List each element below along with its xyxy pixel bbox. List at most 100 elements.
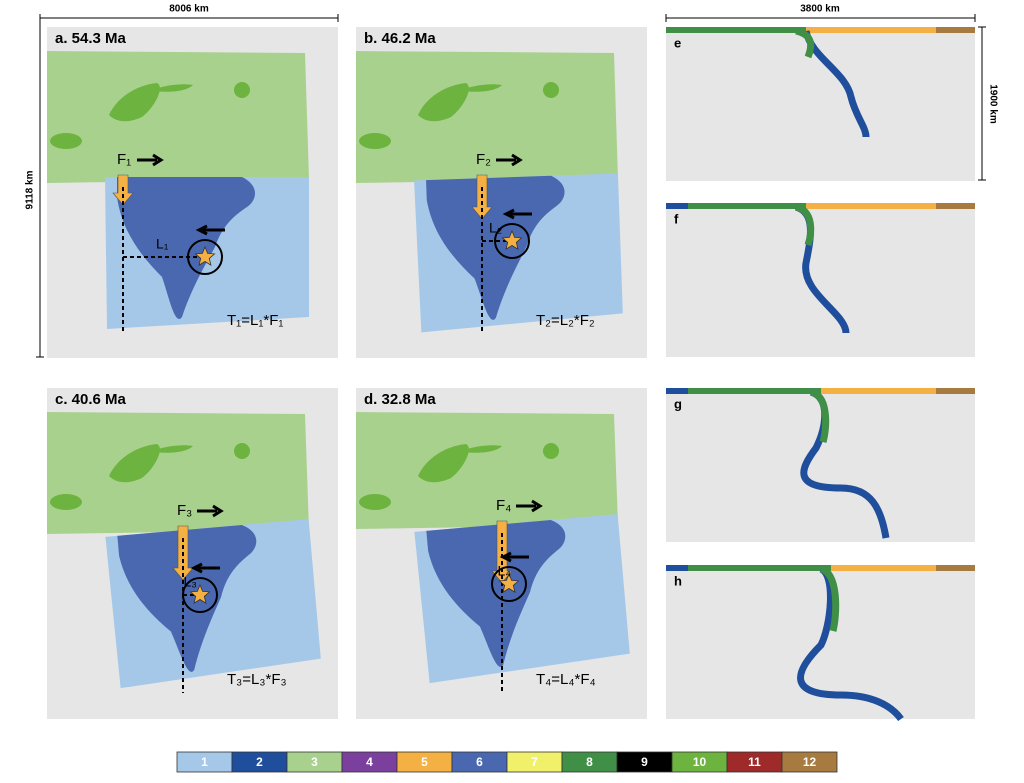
slab-top xyxy=(819,565,840,632)
panel-label: c. 40.6 Ma xyxy=(55,391,127,408)
layer xyxy=(688,388,821,394)
scale-label: 1900 km xyxy=(987,84,998,124)
arm-label: L₂ xyxy=(489,220,502,236)
rotation-circle xyxy=(494,223,530,259)
island xyxy=(359,494,391,510)
colorbar-label: 12 xyxy=(803,755,817,769)
south-plate xyxy=(414,173,623,333)
layer xyxy=(936,27,975,33)
force-label: F₂ xyxy=(476,151,491,168)
island xyxy=(359,133,391,149)
colorbar-label: 2 xyxy=(256,755,263,769)
layer xyxy=(806,27,936,33)
panel-label: b. 46.2 Ma xyxy=(364,30,436,47)
island xyxy=(464,84,502,92)
slab-top xyxy=(794,203,815,247)
panel-label: a. 54.3 Ma xyxy=(55,30,127,47)
section-panel: h xyxy=(666,565,975,722)
star xyxy=(189,583,211,604)
layer xyxy=(936,388,975,394)
section-panel: f xyxy=(666,203,975,357)
continent xyxy=(426,175,565,320)
star xyxy=(194,245,216,266)
colorbar-label: 10 xyxy=(693,755,707,769)
colorbar-label: 6 xyxy=(476,755,483,769)
rotation-arrow xyxy=(190,562,220,574)
slab xyxy=(802,30,870,138)
north-plate xyxy=(356,412,618,529)
continent xyxy=(117,177,256,319)
rotation-arrow xyxy=(195,224,225,236)
map-panel: a. 54.3 Ma F₁ L₁ T₁=L₁*F₁ xyxy=(47,27,338,358)
island xyxy=(418,83,469,122)
rotation-circle xyxy=(491,566,527,602)
colorbar-label: 4 xyxy=(366,755,373,769)
layer xyxy=(936,565,975,571)
north-plate xyxy=(47,51,309,183)
layer xyxy=(688,565,831,571)
colorbar-label: 1 xyxy=(201,755,208,769)
panel-label: h xyxy=(674,573,682,588)
island xyxy=(50,494,82,510)
island xyxy=(50,133,82,149)
colorbar-cell xyxy=(781,751,838,773)
island xyxy=(543,443,559,459)
arm-label: L₄ xyxy=(498,563,512,579)
island xyxy=(418,444,469,483)
panel-background xyxy=(666,27,975,181)
island xyxy=(109,83,160,122)
island xyxy=(155,445,193,453)
torque-label: T₁=L₁*F₁ xyxy=(227,312,283,329)
island xyxy=(234,443,250,459)
colorbar-label: 7 xyxy=(531,755,538,769)
continent xyxy=(117,524,257,672)
south-plate xyxy=(414,514,630,684)
layer xyxy=(806,203,936,209)
rotation-circle xyxy=(182,577,218,613)
scale-label: 8006 km xyxy=(169,4,209,15)
torque-label: T₄=L₄*F₄ xyxy=(536,671,596,688)
arm-label: L₁ xyxy=(156,236,169,252)
colorbar-label: 5 xyxy=(421,755,428,769)
colorbar-label: 9 xyxy=(641,755,648,769)
layer xyxy=(688,203,806,209)
force-label: F₁ xyxy=(117,151,131,168)
scale-bars xyxy=(36,14,986,358)
panel-label: g xyxy=(674,396,682,411)
map-panel: b. 46.2 Ma F₂ L₂ T₂=L₂*F₂ xyxy=(356,27,647,358)
panel-label: f xyxy=(674,211,679,226)
torque-label: T₂=L₂*F₂ xyxy=(536,312,595,329)
layer xyxy=(936,203,975,209)
rotation-circle xyxy=(187,239,223,275)
section-panel: e xyxy=(666,27,975,181)
layer xyxy=(821,388,936,394)
motion-arrow xyxy=(197,504,224,518)
slab-top xyxy=(809,388,830,443)
star xyxy=(498,572,520,593)
panel-background xyxy=(666,388,975,542)
south-plate xyxy=(105,519,321,689)
motion-arrow xyxy=(137,153,164,167)
slab xyxy=(797,565,904,722)
island xyxy=(155,84,193,92)
motion-arrow xyxy=(496,153,523,167)
slab-top xyxy=(794,27,815,59)
north-plate xyxy=(47,412,309,534)
section-panel: g xyxy=(666,388,975,542)
panel-label: e xyxy=(674,35,681,50)
layer xyxy=(666,388,688,394)
layer xyxy=(666,27,806,33)
rotation-arrow xyxy=(499,551,529,563)
torque-label: T₃=L₃*F₃ xyxy=(227,671,287,688)
island xyxy=(234,82,250,98)
scale-label: 9118 km xyxy=(25,170,36,209)
map-panel: c. 40.6 Ma F₃ L₃ T₃=L₃*F₃ xyxy=(47,388,338,719)
colorbar-label: 8 xyxy=(586,755,593,769)
colorbar-label: 11 xyxy=(748,755,761,769)
force-label: F₄ xyxy=(496,497,511,514)
star xyxy=(501,229,523,250)
layer xyxy=(666,203,688,209)
force-label: F₃ xyxy=(177,502,192,519)
map-panel: d. 32.8 Ma F₄ L₄ T₄=L₄*F₄ xyxy=(356,388,647,719)
